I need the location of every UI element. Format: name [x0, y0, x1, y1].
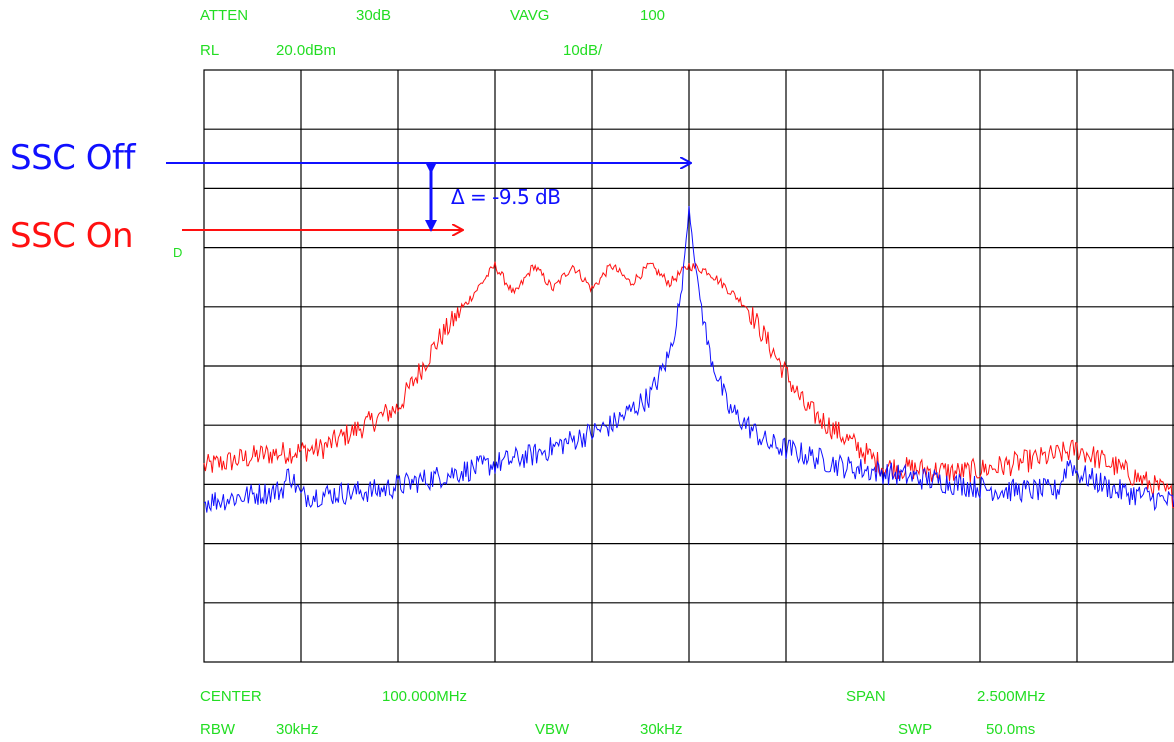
trace-ssc-on: [203, 261, 1174, 509]
marker-d-label: D: [173, 245, 183, 260]
vbw-value: 30kHz: [640, 721, 683, 738]
vbw-label: VBW: [535, 721, 570, 738]
rbw-value: 30kHz: [276, 721, 319, 738]
plot-traces: [203, 205, 1174, 513]
center-value: 100.000MHz: [382, 688, 468, 705]
vavg-value: 100: [640, 7, 666, 24]
ssc-off-label: SSC Off: [10, 138, 135, 178]
span-label: SPAN: [846, 688, 886, 705]
span-value: 2.500MHz: [977, 688, 1046, 705]
delta-label: Δ = -9.5 dB: [451, 185, 561, 209]
trace-ssc-off: [203, 205, 1174, 513]
swp-value: 50.0ms: [986, 721, 1036, 738]
ssc-on-label: SSC On: [10, 216, 134, 256]
atten-label: ATTEN: [200, 7, 249, 24]
center-label: CENTER: [200, 688, 262, 705]
plot-annotations: [166, 163, 690, 230]
scale-label: 10dB/: [563, 42, 603, 59]
plot-grid: [203, 69, 1174, 663]
atten-value: 30dB: [356, 7, 392, 24]
rbw-label: RBW: [200, 721, 235, 738]
vavg-label: VAVG: [510, 7, 550, 24]
rl-label: RL: [200, 42, 220, 59]
rl-value: 20.0dBm: [276, 42, 337, 59]
swp-label: SWP: [898, 721, 933, 738]
